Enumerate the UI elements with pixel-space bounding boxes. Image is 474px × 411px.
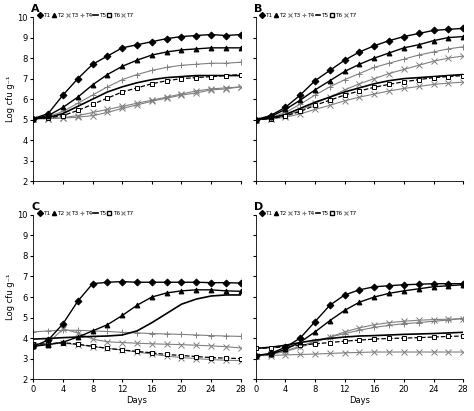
- Legend: T1, T2, T3, T4, T5, T6, T7: T1, T2, T3, T4, T5, T6, T7: [259, 210, 357, 217]
- X-axis label: Days: Days: [127, 397, 147, 405]
- Y-axis label: Log cfu g⁻¹: Log cfu g⁻¹: [6, 76, 15, 122]
- Legend: T1, T2, T3, T4, T5, T6, T7: T1, T2, T3, T4, T5, T6, T7: [259, 12, 357, 19]
- Text: D: D: [254, 202, 263, 212]
- Text: C: C: [31, 202, 39, 212]
- Legend: T1, T2, T3, T4, T5, T6, T7: T1, T2, T3, T4, T5, T6, T7: [36, 210, 135, 217]
- Text: A: A: [31, 4, 40, 14]
- Y-axis label: Log cfu g⁻¹: Log cfu g⁻¹: [6, 274, 15, 320]
- X-axis label: Days: Days: [349, 397, 370, 405]
- Legend: T1, T2, T3, T4, T5, T6, T7: T1, T2, T3, T4, T5, T6, T7: [36, 12, 135, 19]
- Text: B: B: [254, 4, 262, 14]
